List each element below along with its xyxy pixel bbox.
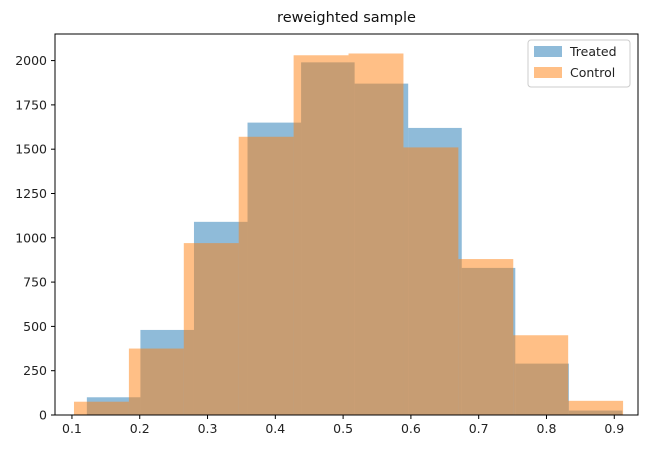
bars-layer: [73, 53, 624, 416]
bar-control-1: [128, 348, 184, 415]
y-tick-label: 500: [23, 319, 47, 334]
x-tick-label: 0.7: [469, 421, 489, 436]
y-tick-label: 1000: [15, 230, 47, 245]
y-tick-label: 1250: [15, 186, 47, 201]
y-tick-label: 750: [23, 275, 47, 290]
bar-control-9: [568, 400, 624, 415]
x-tick-label: 0.3: [198, 421, 218, 436]
plot-frame: [54, 33, 639, 416]
legend-swatch-treated: [534, 46, 562, 57]
legend-label-control: Control: [570, 65, 615, 80]
x-tick-label: 0.6: [401, 421, 421, 436]
y-tick-label: 250: [23, 363, 47, 378]
bar-control-4: [293, 55, 349, 416]
bar-control-5: [348, 53, 404, 416]
x-tick-label: 0.4: [265, 421, 285, 436]
x-tick-label: 0.5: [333, 421, 353, 436]
bar-control-2: [183, 243, 239, 415]
chart-title: reweighted sample: [277, 10, 416, 26]
bar-control-0: [73, 401, 129, 415]
y-tick-label: 1500: [15, 142, 47, 157]
legend-label-treated: Treated: [569, 44, 617, 59]
axes-layer: 0.1 0.2 0.3 0.4 0.5 0.6 0.7 0.8 0.9 0 250 500 750 100…: [15, 33, 639, 436]
y-tick-label: 0: [39, 408, 47, 423]
x-tick-label: 0.2: [130, 421, 150, 436]
legend-swatch-control: [534, 67, 562, 78]
bar-control-7: [458, 259, 514, 415]
bar-control-8: [513, 335, 569, 415]
bar-control-6: [403, 147, 459, 416]
x-tick-label: 0.9: [604, 421, 624, 436]
x-tick-label: 0.8: [537, 421, 557, 436]
bar-control-3: [238, 136, 294, 415]
legend: Treated Control: [527, 39, 631, 88]
x-tick-label: 0.1: [62, 421, 82, 436]
y-tick-label: 2000: [15, 53, 47, 68]
y-tick-label: 1750: [15, 97, 47, 112]
